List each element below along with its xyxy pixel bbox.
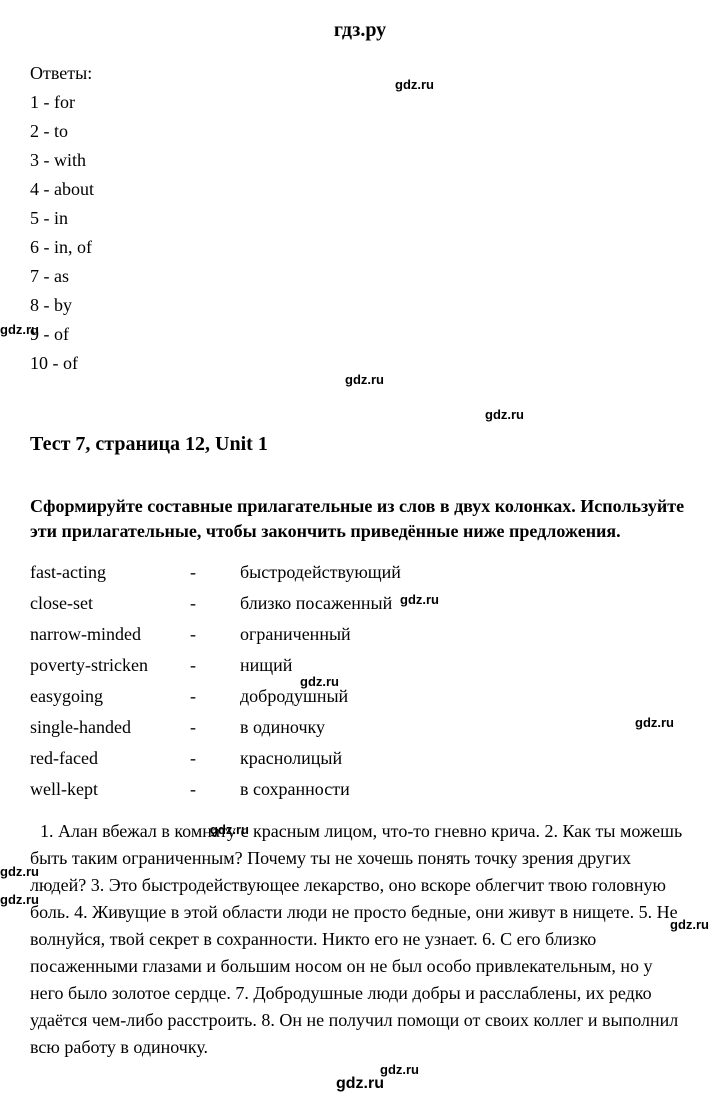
vocab-ru: в одиночку [240, 714, 690, 741]
watermark: gdz.ru [485, 405, 524, 425]
vocab-row: fast-acting - быстродействующий [30, 559, 690, 586]
vocab-row: poverty-stricken - нищий [30, 652, 690, 679]
vocab-dash: - [190, 621, 240, 648]
vocab-en: poverty-stricken [30, 652, 190, 679]
exercise-paragraph: 1. Алан вбежал в комнату с красным лицом… [30, 818, 690, 1061]
answer-item: 5 - in [30, 205, 690, 232]
vocab-table: fast-acting - быстродействующий close-se… [30, 559, 690, 803]
vocab-row: single-handed - в одиночку [30, 714, 690, 741]
instruction-text: Сформируйте составные прилагательные из … [30, 494, 690, 544]
vocab-dash: - [190, 559, 240, 586]
section-title: Тест 7, страница 12, Unit 1 [30, 429, 690, 459]
vocab-row: close-set - близко посаженный [30, 590, 690, 617]
vocab-en: narrow-minded [30, 621, 190, 648]
answer-item: 3 - with [30, 147, 690, 174]
vocab-dash: - [190, 683, 240, 710]
vocab-en: single-handed [30, 714, 190, 741]
vocab-ru: нищий [240, 652, 690, 679]
vocab-dash: - [190, 776, 240, 803]
vocab-dash: - [190, 590, 240, 617]
vocab-ru: близко посаженный [240, 590, 690, 617]
answers-title: Ответы: [30, 60, 690, 87]
vocab-ru: краснолицый [240, 745, 690, 772]
footer-watermark: gdz.ru [0, 1072, 720, 1096]
vocab-row: easygoing - добродушный [30, 683, 690, 710]
answer-item: 10 - of [30, 350, 690, 377]
answer-item: 4 - about [30, 176, 690, 203]
vocab-ru: в сохранности [240, 776, 690, 803]
answer-item: 8 - by [30, 292, 690, 319]
vocab-dash: - [190, 714, 240, 741]
vocab-dash: - [190, 745, 240, 772]
answer-item: 1 - for [30, 89, 690, 116]
vocab-en: close-set [30, 590, 190, 617]
vocab-row: red-faced - краснолицый [30, 745, 690, 772]
vocab-en: red-faced [30, 745, 190, 772]
vocab-ru: быстродействующий [240, 559, 690, 586]
answer-item: 6 - in, of [30, 234, 690, 261]
vocab-row: narrow-minded - ограниченный [30, 621, 690, 648]
vocab-en: well-kept [30, 776, 190, 803]
vocab-en: fast-acting [30, 559, 190, 586]
answer-item: 2 - to [30, 118, 690, 145]
answer-item: 9 - of [30, 321, 690, 348]
vocab-row: well-kept - в сохранности [30, 776, 690, 803]
vocab-ru: ограниченный [240, 621, 690, 648]
answers-block: Ответы: 1 - for 2 - to 3 - with 4 - abou… [30, 60, 690, 377]
vocab-en: easygoing [30, 683, 190, 710]
vocab-dash: - [190, 652, 240, 679]
vocab-ru: добродушный [240, 683, 690, 710]
header-watermark: гдз.ру [30, 15, 690, 45]
answer-item: 7 - as [30, 263, 690, 290]
